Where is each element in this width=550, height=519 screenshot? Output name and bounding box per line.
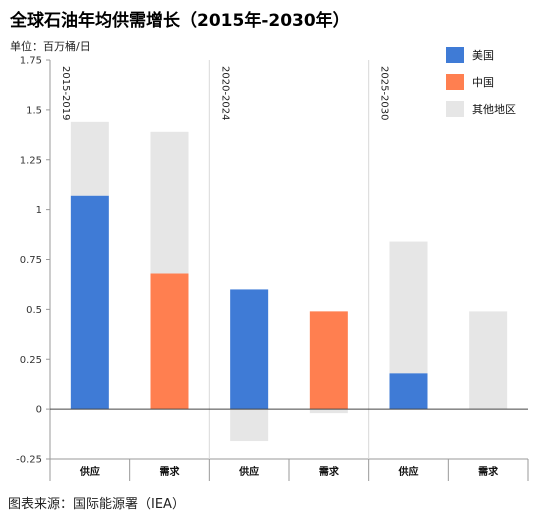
y-tick-label: 1.25 (20, 155, 42, 166)
y-axis-unit-label: 单位：百万桶/日 (10, 40, 91, 53)
bar-其他地区 (469, 311, 508, 410)
bar-中国 (150, 273, 189, 410)
y-tick-label: 1.5 (26, 105, 42, 116)
y-tick-label: 0.25 (20, 355, 42, 366)
y-tick-label: 0 (36, 405, 42, 416)
source-note: 图表来源：国际能源署（IEA） (8, 497, 185, 512)
y-tick-label: 0.5 (26, 305, 42, 316)
x-category-label: 供应 (398, 465, 419, 478)
bar-中国 (309, 311, 348, 410)
bar-其他地区 (150, 131, 189, 274)
bar-美国 (389, 373, 428, 410)
bar-美国 (70, 195, 109, 410)
period-label: 2025-2030 (379, 66, 390, 121)
y-tick-label: 1 (36, 205, 42, 216)
period-label: 2015-2019 (60, 66, 71, 121)
legend-label: 中国 (472, 76, 494, 89)
legend-swatch (446, 101, 464, 117)
bar-其他地区 (70, 121, 109, 196)
bar-其他地区 (230, 409, 269, 442)
x-category-label: 需求 (319, 465, 340, 478)
period-label: 2020-2024 (219, 66, 230, 121)
bar-其他地区 (389, 241, 428, 374)
legend-label: 其他地区 (472, 103, 516, 116)
legend-swatch (446, 47, 464, 63)
y-tick-label: -0.25 (16, 455, 42, 466)
chart-title: 全球石油年均供需增长（2015年-2030年） (10, 11, 350, 31)
y-tick-label: 0.75 (20, 255, 42, 266)
y-tick-label: 1.75 (20, 56, 42, 67)
legend-swatch (446, 74, 464, 90)
bar-美国 (230, 289, 269, 410)
x-category-label: 需求 (160, 465, 181, 478)
x-category-label: 供应 (79, 465, 100, 478)
legend-label: 美国 (472, 49, 494, 62)
x-category-label: 供应 (238, 465, 259, 478)
x-category-label: 需求 (478, 465, 499, 478)
bar-其他地区 (309, 409, 348, 414)
